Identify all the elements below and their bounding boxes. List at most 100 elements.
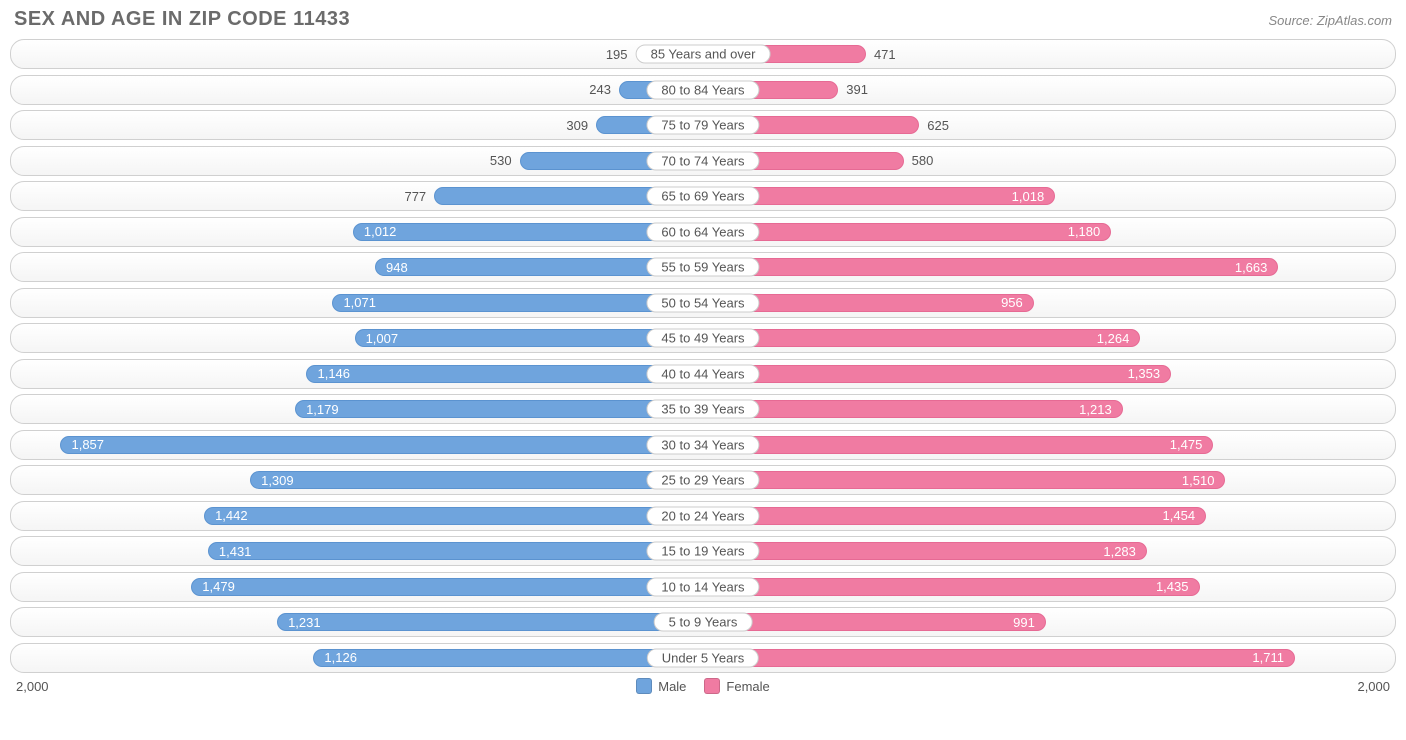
male-half: 309 xyxy=(11,111,703,139)
female-value-label: 625 xyxy=(919,118,957,133)
age-group-label: 60 to 64 Years xyxy=(646,222,759,241)
pyramid-row: 1,857 1,475 30 to 34 Years xyxy=(10,430,1396,460)
age-group-label: 25 to 29 Years xyxy=(646,471,759,490)
male-bar: 1,126 xyxy=(313,649,703,667)
pyramid-row: 1,071 956 50 to 54 Years xyxy=(10,288,1396,318)
female-value-label: 1,475 xyxy=(1160,437,1213,452)
age-group-label: 70 to 74 Years xyxy=(646,151,759,170)
pyramid-row: 1,2319915 to 9 Years xyxy=(10,607,1396,637)
pyramid-row: 530 580 70 to 74 Years xyxy=(10,146,1396,176)
axis-label-left: 2,000 xyxy=(16,679,636,694)
pyramid-row: 1,1261,711Under 5 Years xyxy=(10,643,1396,673)
female-bar: 1,711 xyxy=(703,649,1295,667)
female-half: 580 xyxy=(703,147,1395,175)
female-swatch-icon xyxy=(704,678,720,694)
pyramid-row: 1,1461,35340 to 44 Years xyxy=(10,359,1396,389)
female-half: 1,711 xyxy=(703,644,1395,672)
chart-title: SEX AND AGE IN ZIP CODE 11433 xyxy=(14,8,350,31)
male-half: 1,126 xyxy=(11,644,703,672)
pyramid-row: 1,309 1,510 25 to 29 Years xyxy=(10,465,1396,495)
male-value-label: 1,431 xyxy=(209,544,262,559)
chart-source: Source: ZipAtlas.com xyxy=(1268,13,1392,28)
female-bar: 991 xyxy=(703,613,1046,631)
female-half: 471 xyxy=(703,40,1395,68)
male-value-label: 530 xyxy=(482,153,520,168)
female-value-label: 1,663 xyxy=(1225,260,1278,275)
male-bar: 1,431 xyxy=(208,542,703,560)
female-value-label: 471 xyxy=(866,47,904,62)
female-half: 1,213 xyxy=(703,395,1395,423)
male-half: 530 xyxy=(11,147,703,175)
female-bar: 1,663 xyxy=(703,258,1278,276)
legend-item-male: Male xyxy=(636,678,686,694)
male-half: 243 xyxy=(11,76,703,104)
female-half: 1,510 xyxy=(703,466,1395,494)
male-value-label: 777 xyxy=(396,189,434,204)
female-value-label: 1,711 xyxy=(1242,650,1294,665)
male-value-label: 1,442 xyxy=(205,508,258,523)
male-half: 195 xyxy=(11,40,703,68)
female-value-label: 1,283 xyxy=(1093,544,1146,559)
pyramid-row: 1,1791,21335 to 39 Years xyxy=(10,394,1396,424)
male-value-label: 1,857 xyxy=(61,437,114,452)
age-group-label: 80 to 84 Years xyxy=(646,80,759,99)
pyramid-row: 1,442 1,454 20 to 24 Years xyxy=(10,501,1396,531)
male-value-label: 309 xyxy=(558,118,596,133)
age-group-label: 35 to 39 Years xyxy=(646,400,759,419)
age-group-label: 85 Years and over xyxy=(636,45,771,64)
male-half: 1,309 xyxy=(11,466,703,494)
male-value-label: 1,479 xyxy=(192,579,245,594)
male-value-label: 1,012 xyxy=(354,224,407,239)
age-group-label: 10 to 14 Years xyxy=(646,577,759,596)
female-half: 1,353 xyxy=(703,360,1395,388)
female-half: 1,454 xyxy=(703,502,1395,530)
female-bar: 1,353 xyxy=(703,365,1171,383)
age-group-label: 55 to 59 Years xyxy=(646,258,759,277)
female-half: 1,283 xyxy=(703,537,1395,565)
age-group-label: 50 to 54 Years xyxy=(646,293,759,312)
male-half: 777 xyxy=(11,182,703,210)
female-value-label: 1,435 xyxy=(1146,579,1199,594)
male-half: 1,146 xyxy=(11,360,703,388)
female-bar: 1,510 xyxy=(703,471,1225,489)
pyramid-row: 309 625 75 to 79 Years xyxy=(10,110,1396,140)
male-half: 1,179 xyxy=(11,395,703,423)
female-bar: 1,454 xyxy=(703,507,1206,525)
age-group-label: 20 to 24 Years xyxy=(646,506,759,525)
age-group-label: 65 to 69 Years xyxy=(646,187,759,206)
female-value-label: 1,510 xyxy=(1172,473,1225,488)
legend-female-label: Female xyxy=(726,679,769,694)
male-bar: 1,179 xyxy=(295,400,703,418)
age-group-label: 75 to 79 Years xyxy=(646,116,759,135)
age-group-label: 45 to 49 Years xyxy=(646,329,759,348)
female-half: 391 xyxy=(703,76,1395,104)
female-half: 1,663 xyxy=(703,253,1395,281)
male-value-label: 1,007 xyxy=(356,331,409,346)
population-pyramid-chart: 195 471 85 Years and over 243 391 80 to 84 Ye… xyxy=(10,39,1396,673)
female-value-label: 991 xyxy=(1003,615,1045,630)
male-value-label: 195 xyxy=(598,47,636,62)
male-bar: 1,857 xyxy=(60,436,703,454)
female-value-label: 956 xyxy=(991,295,1033,310)
pyramid-row: 1,007 1,26445 to 49 Years xyxy=(10,323,1396,353)
male-bar: 1,146 xyxy=(306,365,703,383)
male-half: 1,479 xyxy=(11,573,703,601)
pyramid-row: 7771,01865 to 69 Years xyxy=(10,181,1396,211)
female-half: 1,264 xyxy=(703,324,1395,352)
female-half: 991 xyxy=(703,608,1395,636)
female-value-label: 580 xyxy=(904,153,942,168)
age-group-label: 30 to 34 Years xyxy=(646,435,759,454)
female-half: 1,475 xyxy=(703,431,1395,459)
female-value-label: 1,180 xyxy=(1058,224,1111,239)
male-bar: 1,309 xyxy=(250,471,703,489)
male-half: 1,012 xyxy=(11,218,703,246)
male-swatch-icon xyxy=(636,678,652,694)
female-bar: 1,283 xyxy=(703,542,1147,560)
male-half: 1,007 xyxy=(11,324,703,352)
male-value-label: 1,071 xyxy=(333,295,386,310)
male-value-label: 1,309 xyxy=(251,473,304,488)
female-value-label: 391 xyxy=(838,82,876,97)
male-value-label: 1,126 xyxy=(314,650,367,665)
age-group-label: 40 to 44 Years xyxy=(646,364,759,383)
female-value-label: 1,454 xyxy=(1153,508,1206,523)
